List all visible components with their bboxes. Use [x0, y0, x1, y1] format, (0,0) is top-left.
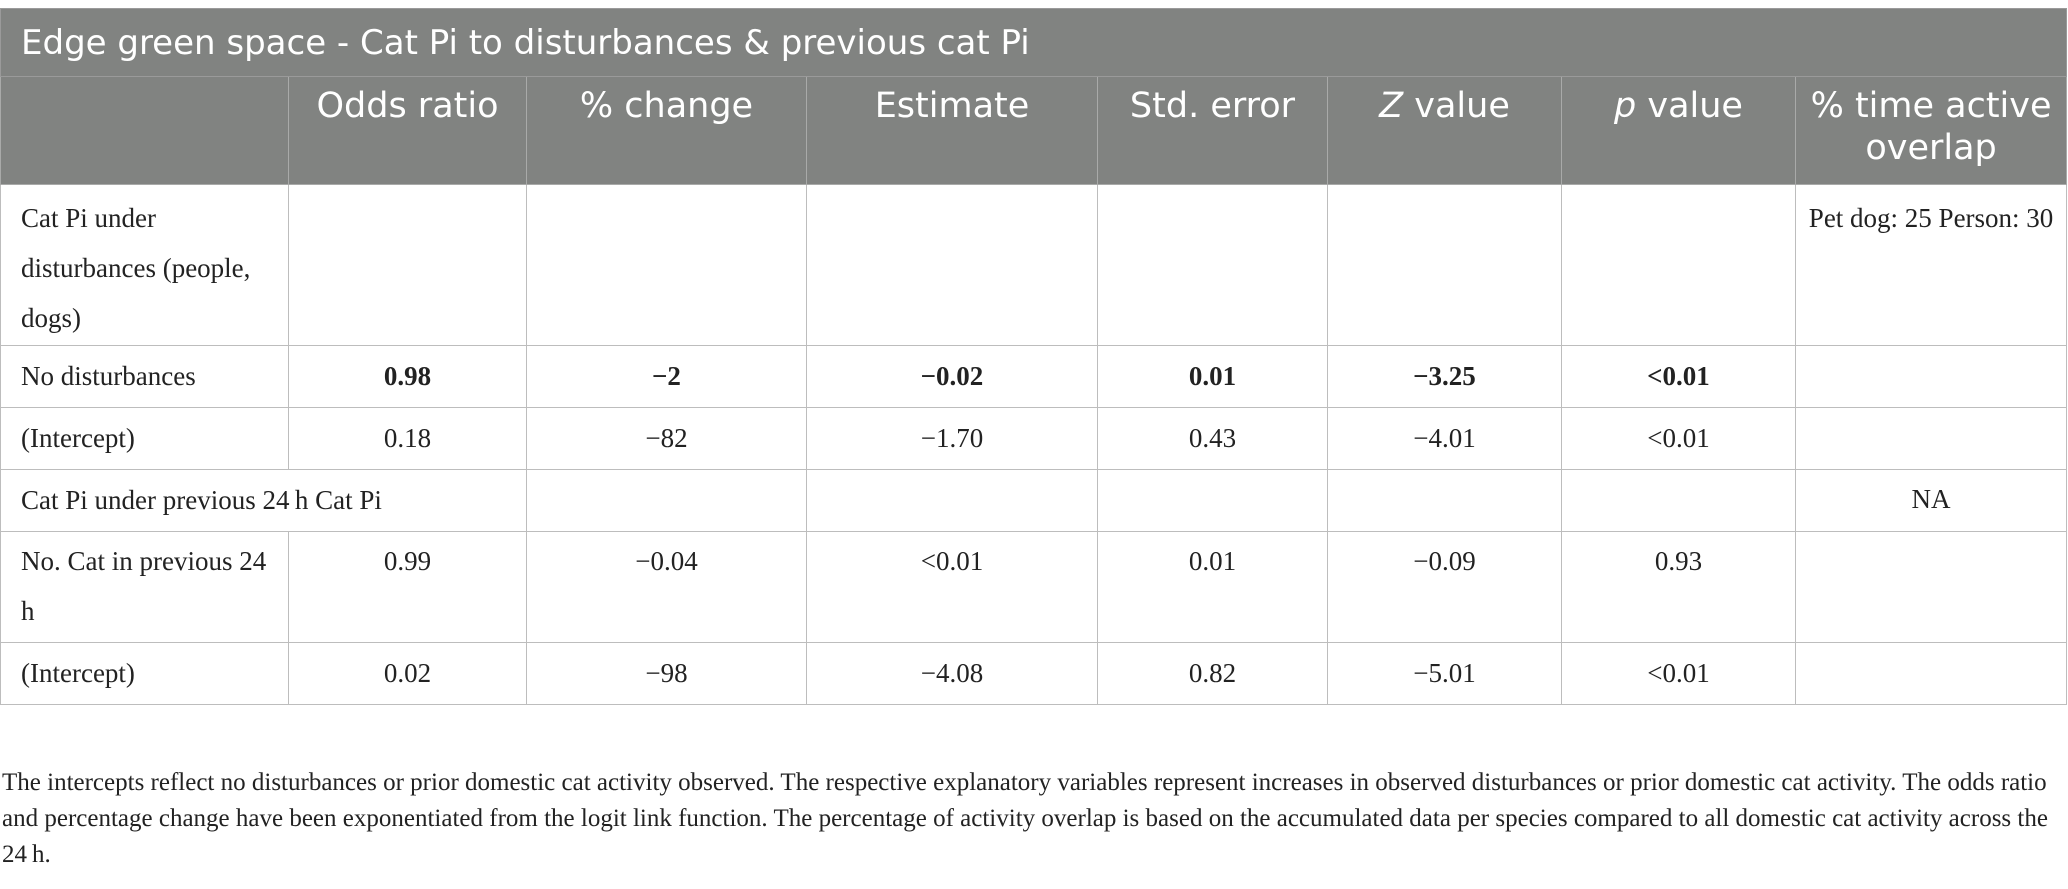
table-cell: 0.43: [1097, 407, 1328, 470]
overlap-cell: Pet dog: 25 Person: 30: [1794, 184, 2068, 346]
column-header-7: % time active overlap: [1794, 76, 2068, 185]
row-label: Cat Pi under previous 24 h Cat Pi: [0, 469, 527, 532]
table-cell: −98: [526, 642, 807, 705]
table-cell: −0.04: [526, 531, 807, 643]
table-cell: <0.01: [1561, 345, 1796, 408]
table-row: (Intercept) 0.18 −82 −1.70 0.43 −4.01 <0.01: [0, 407, 2068, 470]
row-label: No disturbances: [0, 345, 289, 408]
table-cell: −4.08: [806, 642, 1098, 705]
table-row: Cat Pi under previous 24 h Cat Pi NA: [0, 469, 2068, 532]
row-label: No. Cat in previous 24 h: [0, 531, 289, 643]
table-cell: [806, 184, 1098, 346]
table-row: (Intercept) 0.02 −98 −4.08 0.82 −5.01 <0.01: [0, 642, 2068, 705]
column-header-text: Odds ratio: [316, 86, 499, 126]
column-header-3: Estimate: [806, 76, 1098, 185]
column-header-0: [0, 76, 289, 185]
overlap-cell: [1794, 642, 2068, 705]
table-cell: [288, 184, 527, 346]
column-header-text: % change: [579, 86, 754, 126]
table-cell: [526, 469, 807, 532]
row-label: (Intercept): [0, 642, 289, 705]
column-header-text: % time active overlap: [1810, 86, 2052, 168]
table-cell: 0.99: [288, 531, 527, 643]
table-cell: [806, 469, 1098, 532]
column-header-4: Std. error: [1097, 76, 1328, 185]
table-body: Cat Pi under disturbances (people, dogs)…: [0, 184, 2068, 705]
column-header-suffix: value: [1636, 86, 1743, 126]
table-cell: 0.98: [288, 345, 527, 408]
table-cell: [1327, 469, 1562, 532]
overlap-cell: [1794, 407, 2068, 470]
table-cell: 0.93: [1561, 531, 1796, 643]
table-row: Cat Pi under disturbances (people, dogs)…: [0, 184, 2068, 346]
table-cell: 0.82: [1097, 642, 1328, 705]
column-header-6: p value: [1561, 76, 1796, 185]
table-cell: −82: [526, 407, 807, 470]
overlap-cell: [1794, 531, 2068, 643]
table-cell: −0.09: [1327, 531, 1562, 643]
table-cell: −5.01: [1327, 642, 1562, 705]
overlap-cell: [1794, 345, 2068, 408]
table-cell: −4.01: [1327, 407, 1562, 470]
row-label: (Intercept): [0, 407, 289, 470]
table-cell: [1561, 184, 1796, 346]
table-cell: <0.01: [1561, 642, 1796, 705]
column-header-italic: p: [1614, 86, 1637, 126]
table-cell: <0.01: [806, 531, 1098, 643]
column-header-5: Z value: [1327, 76, 1562, 185]
table-footnote: The intercepts reflect no disturbances o…: [2, 769, 2048, 868]
results-table-container: Edge green space - Cat Pi to disturbance…: [0, 8, 2068, 705]
column-header-italic: Z: [1379, 86, 1404, 126]
row-label: Cat Pi under disturbances (people, dogs): [0, 184, 289, 346]
table-cell: [1097, 469, 1328, 532]
table-row: No disturbances 0.98 −2 −0.02 0.01 −3.25 <0.01: [0, 345, 2068, 408]
table-cell: [526, 184, 807, 346]
column-header-text: Estimate: [874, 86, 1030, 126]
table-cell: 0.01: [1097, 345, 1328, 408]
table-cell: −2: [526, 345, 807, 408]
results-table: Edge green space - Cat Pi to disturbance…: [0, 8, 2068, 705]
column-header-suffix: value: [1403, 86, 1510, 126]
table-cell: [1327, 184, 1562, 346]
table-cell: 0.02: [288, 642, 527, 705]
table-header-row: Odds ratio % change Estimate Std. error Z va…: [0, 76, 2068, 185]
column-header-text: Std. error: [1129, 86, 1296, 126]
table-cell: −3.25: [1327, 345, 1562, 408]
table-cell: −1.70: [806, 407, 1098, 470]
column-header-2: % change: [526, 76, 807, 185]
overlap-cell: NA: [1794, 469, 2068, 532]
table-cell: 0.18: [288, 407, 527, 470]
table-title: Edge green space - Cat Pi to disturbance…: [0, 8, 2068, 77]
table-cell: [1561, 469, 1796, 532]
column-header-1: Odds ratio: [288, 76, 527, 185]
table-cell: [1097, 184, 1328, 346]
table-cell: −0.02: [806, 345, 1098, 408]
table-row: No. Cat in previous 24 h 0.99 −0.04 <0.01 0.…: [0, 531, 2068, 643]
table-cell: 0.01: [1097, 531, 1328, 643]
table-cell: <0.01: [1561, 407, 1796, 470]
